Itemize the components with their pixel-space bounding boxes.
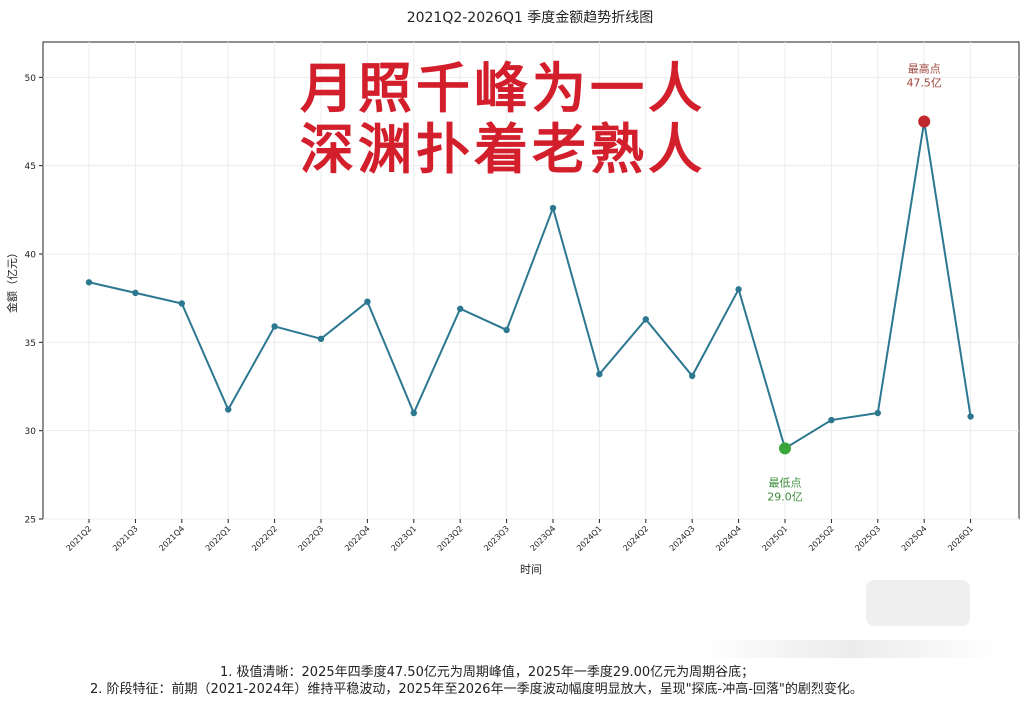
overlay-poem: 月照千峰为一人 深渊扑着老熟人 bbox=[300, 58, 740, 180]
data-point-2022Q3 bbox=[317, 335, 325, 342]
data-point-2021Q2 bbox=[85, 279, 93, 286]
data-point-2021Q3 bbox=[132, 289, 139, 297]
data-point-2024Q1 bbox=[596, 370, 603, 378]
data-point-2023Q4 bbox=[549, 204, 557, 212]
min-label-value: 29.0亿 bbox=[767, 490, 803, 503]
data-point-2024Q4 bbox=[735, 286, 742, 293]
x-tick-label-1: 2021Q3 bbox=[111, 524, 140, 553]
note-line-2: 2. 阶段特征：前期（2021-2024年）维持平稳波动，2025年至2026年… bbox=[90, 682, 863, 697]
chart-title: 2021Q2-2026Q1 季度金额趋势折线图 bbox=[407, 10, 654, 26]
min-point-marker bbox=[779, 442, 791, 455]
x-tick-label-19: 2026Q1 bbox=[946, 524, 975, 553]
overlay-line-2: 深渊扑着老熟人 bbox=[300, 118, 706, 181]
series-line bbox=[88, 121, 972, 450]
x-tick-label-7: 2023Q1 bbox=[389, 524, 418, 553]
x-tick-label-6: 2022Q4 bbox=[343, 524, 372, 553]
y-tick-label-4: 45 bbox=[25, 162, 36, 172]
watermark-logo bbox=[866, 580, 970, 626]
x-tick-label-18: 2025Q4 bbox=[900, 524, 929, 553]
grid-lines bbox=[43, 42, 1019, 520]
x-tick-label-14: 2024Q4 bbox=[714, 524, 743, 553]
x-tick-label-13: 2024Q3 bbox=[668, 524, 697, 553]
y-tick-label-0: 25 bbox=[25, 516, 36, 526]
y-tick-label-5: 50 bbox=[25, 74, 37, 84]
y-tick-label-2: 35 bbox=[25, 339, 36, 349]
chart-notes: 1. 极值清晰：2025年四季度47.50亿元为周期峰值，2025年一季度29.… bbox=[70, 664, 970, 698]
max-point-marker bbox=[918, 115, 931, 128]
note-line-1: 1. 极值清晰：2025年四季度47.50亿元为周期峰值，2025年一季度29.… bbox=[220, 665, 755, 680]
x-tick-label-8: 2023Q2 bbox=[436, 524, 465, 553]
data-point-2021Q4 bbox=[178, 300, 185, 307]
x-axis-label: 时间 bbox=[520, 563, 542, 576]
max-label-value: 47.5亿 bbox=[906, 77, 942, 90]
y-axis-ticks: 25 30 35 40 45 50 bbox=[25, 74, 43, 526]
x-axis-ticks: 2021Q2 2021Q3 2021Q4 2022Q1 2022Q2 2022Q3 2022… bbox=[65, 519, 975, 553]
min-label-title: 最低点 bbox=[769, 476, 802, 489]
watermark-text bbox=[700, 640, 1000, 658]
x-tick-label-17: 2025Q3 bbox=[853, 524, 882, 553]
data-point-2026Q1 bbox=[967, 413, 974, 420]
overlay-line-1: 月照千峰为一人 bbox=[300, 57, 706, 120]
x-tick-label-9: 2023Q3 bbox=[482, 524, 511, 553]
y-tick-label-3: 40 bbox=[25, 251, 37, 261]
x-tick-label-5: 2022Q3 bbox=[297, 524, 326, 553]
x-tick-label-15: 2025Q1 bbox=[761, 524, 790, 553]
x-tick-label-3: 2022Q1 bbox=[204, 524, 233, 553]
x-tick-label-11: 2024Q1 bbox=[575, 524, 604, 553]
data-point-2024Q2 bbox=[642, 316, 649, 323]
data-point-2022Q2 bbox=[271, 323, 278, 330]
data-point-2023Q3 bbox=[503, 326, 510, 334]
x-tick-label-2: 2021Q4 bbox=[157, 524, 186, 553]
data-point-2024Q3 bbox=[689, 372, 696, 380]
max-label-title: 最高点 bbox=[908, 62, 941, 76]
y-axis-label: 金额（亿元） bbox=[5, 247, 19, 313]
x-tick-label-4: 2022Q2 bbox=[250, 524, 279, 553]
x-tick-label-10: 2023Q4 bbox=[529, 524, 558, 553]
y-tick-label-1: 30 bbox=[25, 427, 37, 437]
data-point-2023Q1 bbox=[410, 409, 417, 417]
data-point-2025Q3 bbox=[874, 409, 881, 417]
x-tick-label-0: 2021Q2 bbox=[65, 524, 94, 553]
data-point-2025Q2 bbox=[828, 416, 835, 424]
data-point-2022Q1 bbox=[225, 406, 232, 413]
x-tick-label-12: 2024Q2 bbox=[621, 524, 650, 553]
x-tick-label-16: 2025Q2 bbox=[807, 524, 836, 553]
data-point-2022Q4 bbox=[364, 298, 371, 305]
data-point-2023Q2 bbox=[457, 305, 464, 312]
